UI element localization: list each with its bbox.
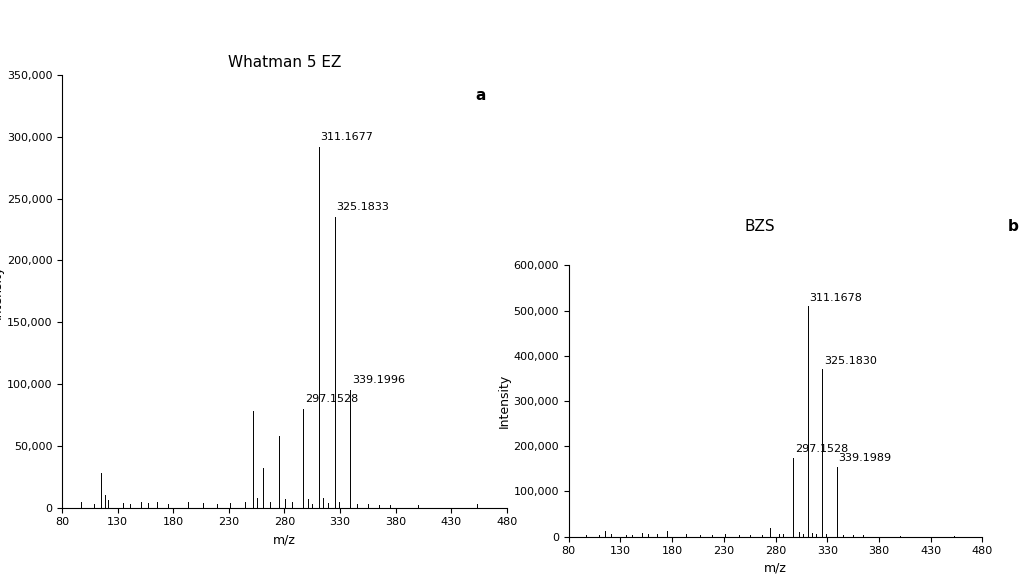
Text: 297.1528: 297.1528: [795, 444, 848, 454]
X-axis label: m/z: m/z: [273, 533, 296, 546]
Y-axis label: Intensity: Intensity: [0, 264, 4, 319]
Text: BZS: BZS: [744, 219, 776, 234]
Title: Whatman 5 EZ: Whatman 5 EZ: [227, 55, 341, 70]
Text: b: b: [1008, 219, 1020, 234]
Text: 311.1678: 311.1678: [810, 293, 862, 303]
Text: 325.1830: 325.1830: [824, 356, 877, 366]
Text: 339.1989: 339.1989: [839, 454, 891, 463]
Text: 325.1833: 325.1833: [336, 202, 389, 212]
Text: 297.1528: 297.1528: [305, 394, 359, 404]
X-axis label: m/z: m/z: [764, 562, 787, 575]
Text: 311.1677: 311.1677: [321, 132, 373, 141]
Text: 339.1996: 339.1996: [352, 375, 405, 385]
Y-axis label: Intensity: Intensity: [497, 374, 511, 428]
Text: a: a: [476, 88, 486, 103]
